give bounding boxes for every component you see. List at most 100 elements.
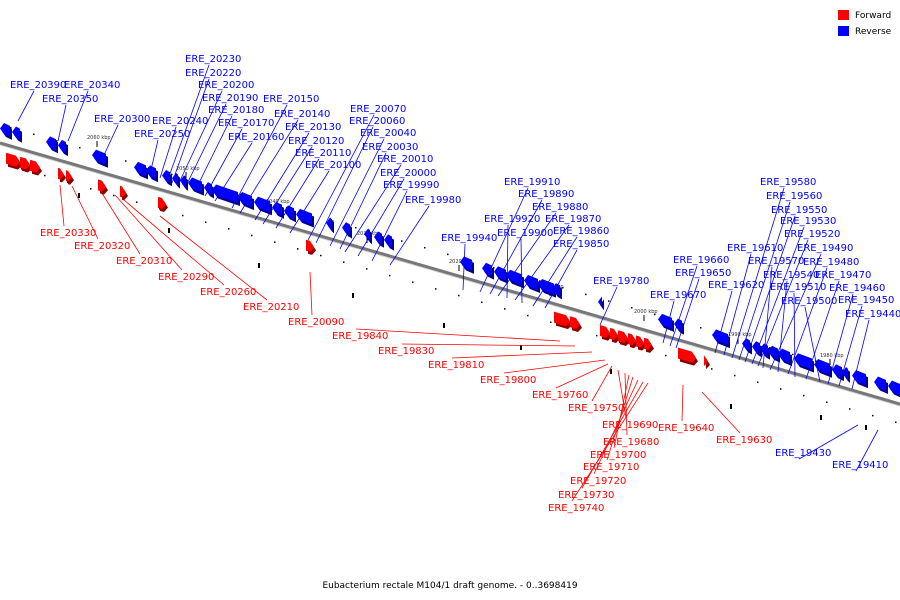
- track-dot: [539, 280, 541, 282]
- reverse-gene-glyph: [494, 266, 506, 281]
- gene-label: ERE_19890: [518, 189, 574, 200]
- track-marker: [78, 193, 80, 198]
- gene-layer: [0, 123, 900, 398]
- track-dot: [757, 381, 759, 384]
- tick-label: 1990 kbp: [728, 332, 752, 338]
- reverse-gene-glyph: [482, 262, 492, 277]
- gene-label: ERE_19640: [658, 423, 714, 434]
- connector-line: [59, 184, 65, 227]
- forward-gene-glyph: [618, 330, 628, 343]
- gene-label: ERE_20390: [10, 80, 66, 91]
- track-dot: [895, 421, 897, 424]
- reverse-gene-glyph: [180, 175, 186, 188]
- track-dot: [343, 261, 345, 263]
- forward-gene-glyph: [66, 170, 72, 182]
- track-dot: [320, 254, 322, 257]
- track-dot: [458, 294, 460, 297]
- gene-label: ERE_20030: [362, 142, 418, 153]
- gene-label: ERE_19460: [829, 283, 885, 294]
- connector-line: [599, 286, 618, 326]
- legend-reverse-swatch: [838, 26, 849, 36]
- track-dot: [33, 133, 35, 136]
- track-dot: [274, 241, 276, 243]
- track-dot: [654, 313, 656, 316]
- gene-label: ERE_20330: [40, 228, 96, 239]
- gene-label: ERE_19510: [770, 282, 826, 293]
- connector-line: [506, 224, 509, 299]
- gene-label: ERE_19880: [532, 202, 588, 213]
- forward-gene-glyph: [306, 239, 314, 252]
- reverse-gene-glyph: [0, 123, 10, 137]
- gene-label: ERE_19650: [675, 268, 731, 279]
- legend-reverse-label: Reverse: [855, 27, 892, 37]
- connector-line: [289, 170, 330, 234]
- reverse-gene-glyph: [238, 192, 252, 208]
- gene-label: ERE_19860: [553, 226, 609, 237]
- track-marker: [168, 228, 170, 233]
- track-dot: [826, 401, 828, 404]
- track-dot: [665, 354, 667, 357]
- connector-line: [307, 114, 375, 241]
- connector-line: [159, 215, 268, 301]
- reverse-gene-glyph: [778, 348, 790, 364]
- gene-label: ERE_19690: [602, 420, 658, 431]
- connector-line: [71, 185, 99, 240]
- tick-label: 2040 kbp: [266, 199, 290, 205]
- track-dot: [769, 347, 771, 349]
- gene-label: ERE_20220: [185, 68, 241, 79]
- track-dot: [79, 146, 81, 149]
- connector-line: [231, 104, 288, 209]
- tick-label: 1980 kbp: [820, 353, 844, 359]
- connector-line: [855, 429, 879, 472]
- track-dot: [332, 220, 334, 222]
- reverse-gene-glyph: [874, 376, 886, 391]
- gene-label: ERE_20320: [74, 241, 130, 252]
- track-dot: [631, 306, 633, 309]
- reverse-gene-glyph: [188, 177, 202, 193]
- forward-gene-glyph: [636, 335, 644, 348]
- track-dot: [872, 414, 874, 417]
- reverse-gene-glyph: [598, 296, 602, 309]
- gene-label: ERE_19810: [428, 360, 484, 371]
- forward-gene-glyph: [20, 156, 30, 170]
- genome-caption: Eubacterium rectale M104/1 draft genome.…: [322, 581, 577, 591]
- connector-line: [315, 126, 374, 244]
- gene-label: ERE_19780: [593, 276, 649, 287]
- connector-line: [159, 126, 177, 179]
- track-dot: [389, 274, 391, 277]
- gene-label: ERE_19580: [760, 177, 816, 188]
- tick-label: 2060 kbp: [87, 135, 111, 141]
- gene-label: ERE_19440: [845, 309, 900, 320]
- genome-backbone-layer: [0, 141, 900, 407]
- track-dot: [90, 188, 92, 190]
- reverse-gene-glyph: [852, 370, 866, 386]
- gene-label: ERE_20130: [285, 122, 341, 133]
- gene-label: ERE_20300: [94, 114, 150, 125]
- gene-label: ERE_20200: [198, 80, 254, 91]
- gene-label: ERE_19840: [332, 331, 388, 342]
- connector-line: [309, 271, 313, 316]
- reverse-gene-glyph: [374, 231, 382, 245]
- reverse-gene-glyph: [146, 165, 156, 180]
- connector-line: [613, 374, 630, 449]
- backbone-line: [0, 141, 900, 406]
- gene-label: ERE_19800: [480, 375, 536, 386]
- track-dot: [734, 374, 736, 377]
- track-dot: [401, 240, 403, 242]
- reverse-gene-glyph: [296, 208, 312, 225]
- track-dot: [113, 194, 115, 197]
- connector-line: [355, 328, 561, 342]
- connector-line: [17, 90, 35, 122]
- reverse-gene-glyph: [552, 283, 560, 297]
- gene-label: ERE_19730: [558, 490, 614, 501]
- gene-label: ERE_20090: [288, 317, 344, 328]
- track-dot: [125, 160, 127, 162]
- gene-label: ERE_20040: [360, 128, 416, 139]
- reverse-gene-glyph: [674, 318, 682, 332]
- reverse-gene-glyph: [506, 269, 522, 286]
- gene-label: ERE_19630: [716, 435, 772, 446]
- connector-line: [751, 226, 805, 365]
- connector-line: [57, 104, 67, 142]
- connector-line: [571, 382, 649, 502]
- forward-gene-glyph: [30, 159, 40, 173]
